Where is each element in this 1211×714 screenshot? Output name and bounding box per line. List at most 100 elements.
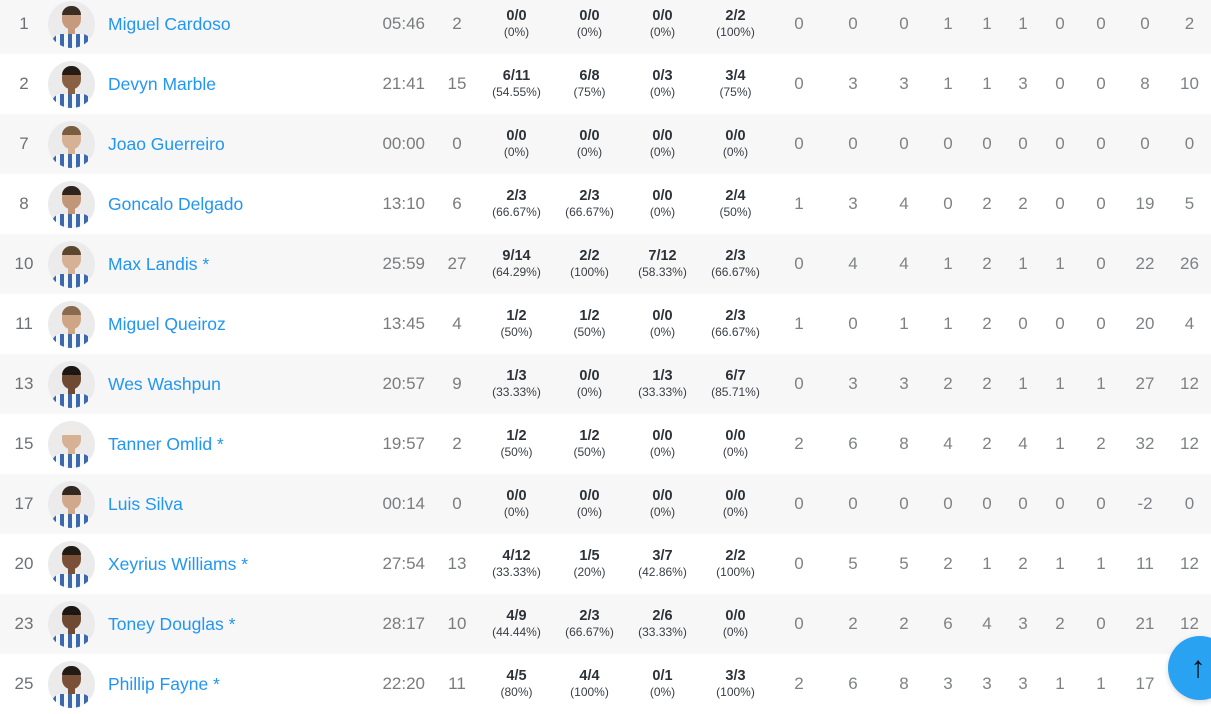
- avatar-jersey: [52, 573, 91, 588]
- 2pt-percentage: (0%): [576, 25, 603, 39]
- ft-percentage: (66.67%): [711, 265, 760, 279]
- avatar-hair: [62, 245, 81, 255]
- player-name-link[interactable]: Wes Washpun: [108, 373, 221, 394]
- fg-made-attempted: 4/9: [506, 608, 527, 624]
- field-goals-cell: 2/3 (66.67%): [480, 188, 553, 220]
- avatar-cell: [48, 660, 95, 708]
- fg-made-attempted: 9/14: [502, 248, 531, 264]
- player-name-cell: Goncalo Delgado: [95, 194, 357, 215]
- stat-value: 0: [794, 14, 804, 33]
- 3pt-made-attempted: 7/12: [648, 248, 677, 264]
- scroll-to-top-button[interactable]: ↑: [1168, 636, 1211, 700]
- stat-value: 5: [848, 554, 858, 573]
- stat-value: 0: [982, 494, 992, 513]
- stat-value: 2: [794, 674, 804, 693]
- avatar-jersey: [52, 513, 91, 528]
- 3pt-made-attempted: 0/0: [652, 188, 673, 204]
- player-name-link[interactable]: Luis Silva: [108, 493, 183, 514]
- stat-value: 1: [943, 254, 953, 273]
- avatar-neck: [68, 505, 75, 515]
- points: 27: [447, 254, 467, 273]
- stat-value: 6: [943, 614, 953, 633]
- player-name-link[interactable]: Miguel Queiroz: [108, 313, 226, 334]
- two-point-cell: 6/8 (75%): [553, 68, 626, 100]
- ft-made-attempted: 0/0: [725, 128, 746, 144]
- 3pt-percentage: (0%): [649, 685, 676, 699]
- avatar-cell: [48, 420, 95, 468]
- player-name-link[interactable]: Max Landis *: [108, 253, 210, 274]
- fg-made-attempted: 6/11: [502, 68, 531, 84]
- avatar-neck: [68, 565, 75, 575]
- stat-value: 0: [1096, 254, 1106, 273]
- 2pt-percentage: (0%): [576, 145, 603, 159]
- minutes-played: 13:10: [382, 194, 425, 213]
- stat-value: 0: [1096, 614, 1106, 633]
- stat-value: 2: [848, 614, 858, 633]
- stat-value: 10: [1180, 74, 1199, 93]
- avatar-cell: [48, 480, 95, 528]
- 3pt-percentage: (0%): [649, 85, 676, 99]
- stat-value: 1: [1018, 374, 1028, 393]
- stat-value: 1: [899, 314, 909, 333]
- free-throw-cell: 2/2 (100%): [699, 548, 772, 580]
- player-name-link[interactable]: Goncalo Delgado: [108, 193, 244, 214]
- player-name-link[interactable]: Miguel Cardoso: [108, 13, 231, 34]
- stat-value: 4: [1184, 314, 1195, 333]
- two-point-cell: 1/2 (50%): [553, 308, 626, 340]
- stat-value: 0: [1018, 134, 1028, 153]
- player-name-link[interactable]: Devyn Marble: [108, 73, 216, 94]
- minutes-played: 13:45: [382, 314, 425, 333]
- 3pt-percentage: (0%): [649, 325, 676, 339]
- stat-value: 22: [1135, 254, 1155, 273]
- field-goals-cell: 1/2 (50%): [480, 308, 553, 340]
- minutes-played: 28:17: [382, 614, 425, 633]
- ft-percentage: (66.67%): [711, 325, 760, 339]
- stat-value: 1: [1096, 674, 1106, 693]
- minutes-played: 19:57: [382, 434, 425, 453]
- fg-made-attempted: 1/3: [506, 368, 527, 384]
- stat-value: 0: [1096, 14, 1106, 33]
- stat-value: 0: [1096, 494, 1106, 513]
- player-name-link[interactable]: Xeyrius Williams *: [108, 553, 249, 574]
- avatar-jersey: [52, 153, 91, 168]
- stat-value: 2: [982, 314, 992, 333]
- stat-value: 0: [1055, 14, 1065, 33]
- avatar-neck: [68, 685, 75, 695]
- player-name-link[interactable]: Joao Guerreiro: [108, 133, 225, 154]
- fg-made-attempted: 2/3: [506, 188, 527, 204]
- stat-value: 1: [1055, 674, 1065, 693]
- stat-value: 1: [982, 554, 992, 573]
- fg-percentage: (44.44%): [492, 625, 541, 639]
- stat-value: 0: [848, 134, 858, 153]
- stat-value: 0: [794, 134, 804, 153]
- stat-value: 0: [794, 374, 804, 393]
- free-throw-cell: 2/2 (100%): [699, 8, 772, 40]
- player-number: 13: [14, 374, 34, 393]
- player-name-link[interactable]: Toney Douglas *: [108, 613, 236, 634]
- ft-percentage: (0%): [722, 145, 749, 159]
- player-number: 25: [14, 674, 34, 693]
- stat-value: 2: [794, 434, 804, 453]
- table-row: 17 Luis Silva 00:14 0 0/0 (0%) 0/0 (0%) …: [0, 474, 1211, 534]
- stat-value: 2: [1184, 14, 1195, 33]
- 2pt-made-attempted: 2/3: [579, 608, 600, 624]
- stat-value: 0: [794, 254, 804, 273]
- avatar: [48, 480, 95, 528]
- player-name-link[interactable]: Tanner Omlid *: [108, 433, 224, 454]
- fg-made-attempted: 0/0: [506, 488, 527, 504]
- avatar-hair: [62, 665, 81, 675]
- minutes-played: 05:46: [382, 14, 425, 33]
- player-name-link[interactable]: Phillip Fayne *: [108, 673, 220, 694]
- 2pt-made-attempted: 1/2: [579, 308, 600, 324]
- fg-percentage: (50%): [500, 325, 533, 339]
- player-name-cell: Tanner Omlid *: [95, 434, 357, 455]
- stat-value: 0: [1096, 194, 1106, 213]
- free-throw-cell: 0/0 (0%): [699, 608, 772, 640]
- stat-value: 0: [899, 134, 909, 153]
- field-goals-cell: 4/12 (33.33%): [480, 548, 553, 580]
- ft-percentage: (100%): [716, 25, 755, 39]
- stat-value: 17: [1135, 674, 1155, 693]
- player-name-cell: Joao Guerreiro: [95, 134, 357, 155]
- avatar-cell: [48, 240, 95, 288]
- points: 4: [452, 314, 462, 333]
